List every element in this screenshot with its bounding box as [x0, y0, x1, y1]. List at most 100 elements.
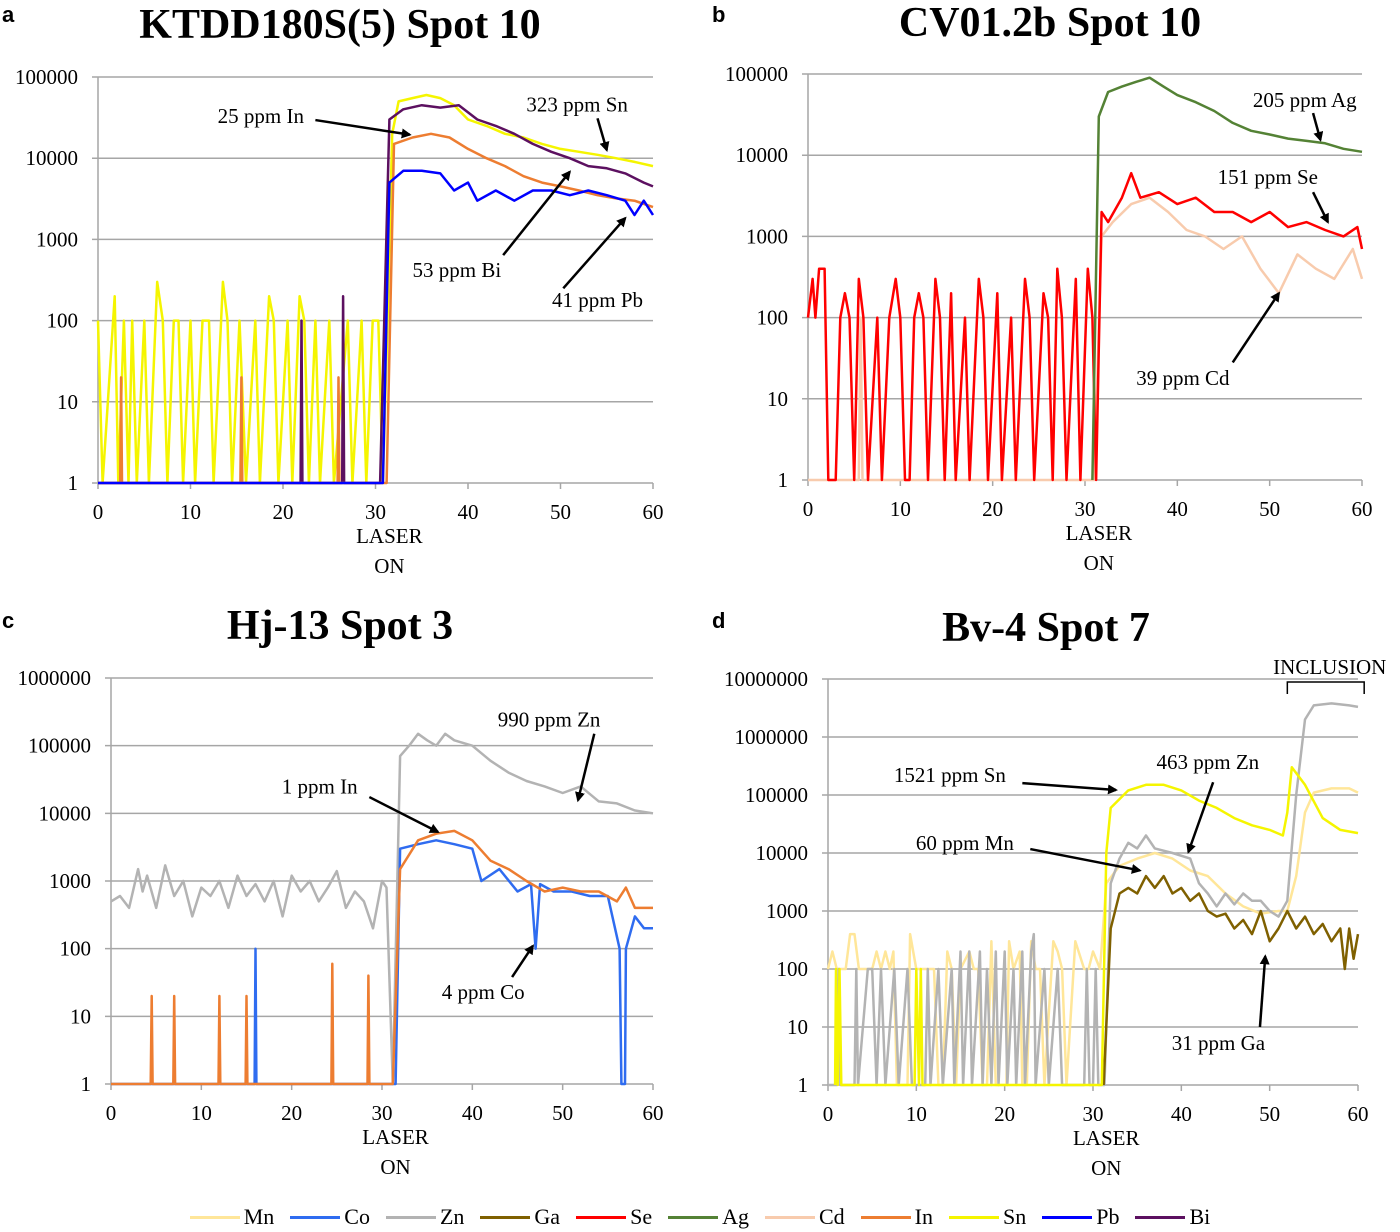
panel-a: a KTDD180S(5) Spot 1011010010001000010000…	[2, 2, 664, 578]
x-tick-label: 50	[552, 1101, 573, 1125]
y-tick-label: 1	[68, 471, 79, 495]
legend-label: Zn	[439, 1204, 465, 1229]
laser-on-label: ON	[1091, 1156, 1121, 1180]
x-tick-label: 10	[890, 497, 911, 521]
series-line-pb	[98, 169, 655, 485]
x-tick-label: 40	[1167, 497, 1188, 521]
inclusion-label: INCLUSION	[1273, 655, 1386, 679]
annotation-label: 25 ppm In	[218, 104, 305, 128]
series-line-ga	[1102, 874, 1360, 1086]
legend-label: Pb	[1096, 1204, 1120, 1229]
legend-label: Ag	[722, 1204, 749, 1229]
x-tick-label: 50	[1259, 497, 1280, 521]
panel-title: CV01.2b Spot 10	[899, 0, 1201, 46]
series-line-ag	[1091, 76, 1363, 481]
annotation-arrow	[511, 944, 534, 978]
legend-item-se: Se	[576, 1203, 652, 1231]
legend-swatch	[189, 1215, 240, 1219]
y-tick-label: 1000	[49, 869, 91, 893]
panel-letter: a	[2, 2, 15, 27]
y-tick-label: 100	[47, 309, 79, 333]
y-tick-label: 100000	[28, 734, 91, 758]
panel-title: Hj-13 Spot 3	[227, 603, 453, 649]
panel-letter: c	[2, 608, 14, 633]
legend-swatch	[1135, 1215, 1186, 1219]
annotation-arrow	[1311, 191, 1329, 224]
y-tick-label: 10	[787, 1015, 808, 1039]
y-tick-label: 1	[798, 1073, 809, 1097]
legend-label: Cd	[818, 1204, 845, 1229]
legend-swatch	[385, 1215, 436, 1219]
annotation-label: 31 ppm Ga	[1172, 1031, 1266, 1055]
legend-label: In	[914, 1204, 933, 1229]
legend-label: Mn	[243, 1204, 275, 1229]
x-tick-label: 0	[803, 497, 814, 521]
y-tick-label: 10	[767, 387, 788, 411]
annotation-arrow	[368, 795, 440, 834]
legend-swatch	[948, 1215, 999, 1219]
x-tick-label: 0	[106, 1101, 117, 1125]
y-tick-label: 1000	[36, 227, 78, 251]
annotation-arrow	[1022, 781, 1118, 795]
laser-on-label: ON	[374, 554, 404, 578]
laser-on-label: LASER	[356, 524, 423, 548]
x-tick-label: 30	[1075, 497, 1096, 521]
annotation-label: 151 ppm Se	[1218, 165, 1318, 189]
x-tick-label: 0	[823, 1102, 834, 1126]
legend-swatch	[1042, 1215, 1093, 1219]
y-tick-label: 10000000	[724, 667, 808, 691]
y-tick-label: 10	[70, 1004, 91, 1028]
y-tick-label: 10	[57, 390, 78, 414]
annotation-arrow	[1258, 954, 1270, 1028]
panel-c: c Hj-13 Spot 3110100100010000100000100000…	[2, 603, 664, 1179]
x-tick-label: 60	[1352, 497, 1373, 521]
legend-item-cd: Cd	[764, 1203, 845, 1231]
annotation-label: 1521 ppm Sn	[894, 763, 1007, 787]
annotation-label: 39 ppm Cd	[1136, 366, 1230, 390]
panel-title: KTDD180S(5) Spot 10	[139, 2, 540, 48]
annotation-label: 60 ppm Mn	[916, 831, 1015, 855]
annotation-label: 4 ppm Co	[442, 980, 525, 1004]
series-line-co	[111, 839, 653, 1086]
series-line-sn	[833, 766, 1359, 1087]
legend-label: Sn	[1002, 1204, 1027, 1229]
laser-on-label: LASER	[1073, 1126, 1140, 1150]
inclusion-bracket	[1286, 681, 1365, 694]
y-tick-label: 10000	[39, 801, 92, 825]
legend-swatch	[860, 1215, 911, 1219]
x-tick-label: 50	[550, 500, 571, 524]
annotation-label: 323 ppm Sn	[526, 92, 628, 116]
annotation-arrow	[1186, 781, 1215, 854]
panel-b: b CV01.2b Spot 10 1 10 100 1000 10000 100000 0 10…	[712, 0, 1373, 575]
annotation-label: 41 ppm Pb	[552, 288, 643, 312]
x-tick-label: 30	[365, 500, 386, 524]
y-tick-label: 100	[757, 306, 789, 330]
legend-swatch	[576, 1215, 627, 1219]
series-line-zn	[828, 702, 1359, 1087]
annotation-label: 1 ppm In	[282, 774, 358, 798]
annotation-arrow	[1030, 847, 1142, 874]
legend: Mn Co Zn Ga Se Ag Cd In Sn Pb Bi	[0, 1203, 1400, 1231]
legend-swatch	[764, 1215, 815, 1219]
series-line-in	[98, 132, 654, 485]
y-tick-label: 1000000	[735, 725, 809, 749]
y-tick-label: 1000	[766, 899, 808, 923]
y-tick-label: 1000000	[18, 666, 92, 690]
legend-item-mn: Mn	[189, 1203, 275, 1231]
legend-label: Se	[630, 1204, 653, 1229]
legend-item-ga: Ga	[480, 1203, 560, 1231]
x-tick-label: 20	[281, 1101, 302, 1125]
y-tick-label: 10000	[756, 841, 809, 865]
y-tick-label: 100000	[745, 783, 808, 807]
x-tick-label: 60	[643, 1101, 664, 1125]
x-tick-label: 20	[994, 1102, 1015, 1126]
annotation-arrow	[1311, 112, 1324, 142]
annotation-label: 53 ppm Bi	[413, 258, 502, 282]
x-tick-label: 20	[273, 500, 294, 524]
annotation-arrow	[1231, 291, 1281, 364]
annotation-arrow	[562, 216, 627, 290]
legend-swatch	[290, 1215, 341, 1219]
x-tick-label: 0	[93, 500, 104, 524]
x-tick-label: 40	[458, 500, 479, 524]
legend-label: Bi	[1189, 1204, 1211, 1229]
